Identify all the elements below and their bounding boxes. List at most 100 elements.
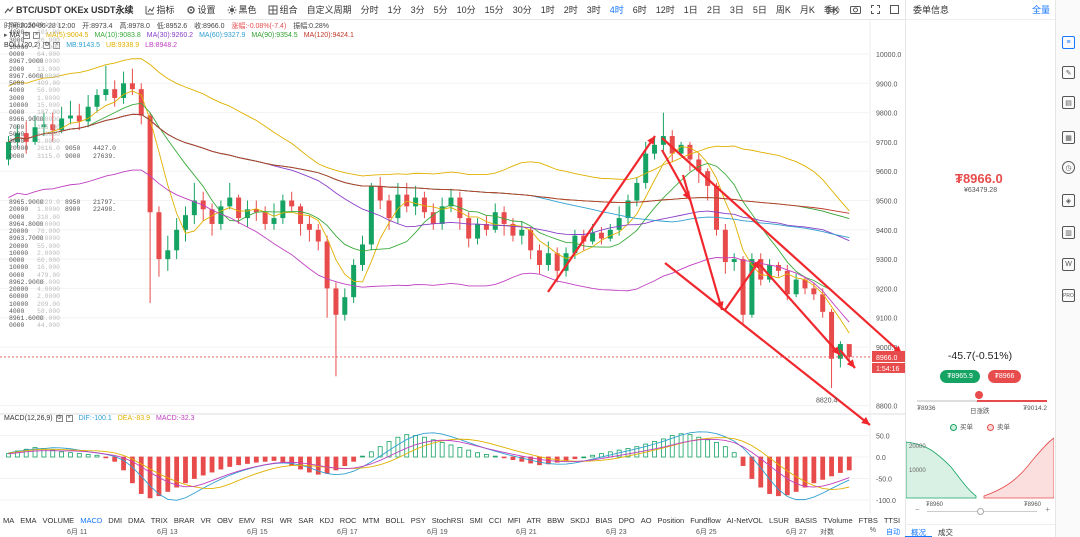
period-tab[interactable]: 15分 [484,5,504,15]
macd-close-icon[interactable]: × [65,415,73,422]
best-bid-button[interactable]: ₮8965.9 [940,370,980,383]
indicator-tab[interactable]: BASIS [794,515,818,525]
indicator-tab[interactable]: BBW [547,515,565,525]
custom-period-button[interactable]: 自定义周期 [307,3,352,16]
order-row[interactable]: 2000 13.000 [9,66,147,73]
period-tab[interactable]: 1分 [387,5,402,15]
order-row[interactable]: 5000 409.00 [9,80,147,87]
wiki-icon[interactable]: W [1062,258,1075,271]
indicator-tab[interactable]: DMA [128,515,145,525]
camera-icon[interactable] [850,5,861,16]
period-tab[interactable]: 2日 [706,5,721,15]
indicator-tab[interactable]: PSY [410,515,426,525]
kline-chart[interactable]: 10000.0 9900.0 9800.0 9700.0 9600.0 9500.0 940… [0,20,905,514]
order-row[interactable]: 20000 1.0000 8900 22498. [9,206,147,213]
indicator-tab[interactable]: StochRSI [431,515,464,525]
period-tab[interactable]: 5分 [433,5,448,15]
theme-button[interactable]: 黑色 [225,3,257,17]
zoom-in-icon[interactable]: + [1045,505,1050,514]
indicator-tab[interactable]: BOLL [385,515,405,525]
period-tab[interactable]: 分时 [360,5,379,15]
indicator-tab[interactable]: MA [3,515,15,525]
clock-icon[interactable]: ◷ [1062,161,1075,174]
ma-toggle-icon[interactable]: ▸ [4,32,8,39]
order-row[interactable]: 10000 14.000 [9,44,147,51]
period-tab[interactable]: 12时 [655,5,675,15]
period-tab[interactable]: 10分 [456,5,476,15]
indicator-tab[interactable]: DMI [108,515,123,525]
order-row[interactable]: 5000 6.0000 [9,131,147,138]
compass-icon[interactable]: ◈ [1062,194,1075,207]
order-row[interactable]: 8967.6000 1.0000 [9,73,147,80]
order-row[interactable]: 4000 56.000 [9,87,147,94]
indicator-tab[interactable]: CCI [488,515,502,525]
order-row[interactable]: 8968.5000 3.0000 [9,22,147,29]
indicator-tab[interactable]: VOLUME [42,515,75,525]
order-row[interactable]: 20000 76.000 [9,228,147,235]
pct-toggle[interactable]: % [869,527,876,534]
order-row[interactable]: 4000 58.000 [9,308,147,315]
indicator-tab[interactable]: EMA [20,515,37,525]
indicator-tab[interactable]: AI-NetVOL [726,515,763,525]
indicator-tab[interactable]: TTSI [883,515,901,525]
boll-settings-icon[interactable]: ⚙ [43,42,51,49]
order-row[interactable]: 0000 479.00 [9,272,147,279]
order-row[interactable]: 0000 44.000 [9,322,147,329]
zoom-knob[interactable] [977,508,984,515]
order-row[interactable]: 8965.9000 1029.0 8950 21797. [9,199,147,206]
order-row[interactable]: 0000 310.00 [9,214,147,221]
indicator-tab[interactable]: ATR [526,515,542,525]
indicator-tab[interactable]: SAR [298,515,314,525]
boll-close-icon[interactable]: × [53,42,61,49]
period-tab[interactable]: 5日 [752,5,767,15]
indicator-button[interactable]: 指标 [143,3,175,17]
indicator-tab[interactable]: MTM [362,515,380,525]
log-scale-toggle[interactable]: 对数 [820,529,834,536]
indicator-tab[interactable]: WR [279,515,293,525]
order-row[interactable]: 0000 187.00 [9,109,147,116]
period-tab[interactable]: 2时 [563,5,578,15]
tab-overview[interactable]: 概况 [905,525,932,537]
period-tab[interactable]: 季K [823,5,839,15]
order-row[interactable]: 0000 64.000 [9,51,147,58]
order-row[interactable]: 8967.9000 3.0000 [9,58,147,65]
tab-trades[interactable]: 成交 [938,528,953,537]
period-tab[interactable]: 周K [775,5,791,15]
order-row[interactable]: 0000 3115.0 9000 27639. [9,153,147,160]
document-icon[interactable]: ▤ [1062,96,1075,109]
order-row[interactable]: 4000 101.00 [9,29,147,36]
ma-settings-icon[interactable]: ⚙ [23,31,31,39]
fullscreen-icon[interactable] [871,4,880,16]
order-row[interactable]: 20000 55.000 [9,243,147,250]
order-row[interactable]: 3000 26.000 [9,37,147,44]
indicator-tab[interactable]: AO [640,515,652,525]
order-row[interactable]: 8966.9000 1.0000 [9,116,147,123]
period-tab[interactable]: 3日 [729,5,744,15]
period-tab[interactable]: 3时 [586,5,601,15]
book-icon[interactable]: ▥ [1062,226,1075,239]
depth-zoom-slider[interactable]: − + [915,505,1050,516]
order-row[interactable]: 10000 209.00 [9,301,147,308]
indicator-tab[interactable]: BIAS [595,515,613,525]
window-icon[interactable] [890,4,899,16]
order-row[interactable]: 3000 1.0000 [9,95,147,102]
indicator-tab[interactable]: RSI [261,515,274,525]
note-icon[interactable]: ✎ [1062,66,1075,79]
macd-settings-icon[interactable]: ⚙ [55,415,63,422]
order-row[interactable]: 10000 16.000 [9,264,147,271]
symbol-selector[interactable]: BTC/USDT OKEx USDT永续 [2,3,134,17]
order-row[interactable]: 20000 4.0000 [9,286,147,293]
order-row[interactable]: 60000 2.0000 [9,293,147,300]
order-row[interactable]: 8963.7000 2.0000 [9,235,147,242]
order-row[interactable]: 10000 2.0000 [9,250,147,257]
period-tab[interactable]: 月K [799,5,815,15]
period-tab[interactable]: 30分 [512,5,532,15]
clipboard-icon[interactable]: ▦ [1062,131,1075,144]
period-tab[interactable]: 6时 [632,5,647,15]
order-row[interactable]: 10000 15.000 [9,102,147,109]
period-tab[interactable]: 3分 [410,5,425,15]
indicator-tab[interactable]: Position [657,515,685,525]
order-row[interactable]: 8964.8000 3.0000 [9,221,147,228]
order-row[interactable]: 8961.6000 20.000 [9,315,147,322]
full-depth-link[interactable]: 全量 [1031,5,1050,15]
